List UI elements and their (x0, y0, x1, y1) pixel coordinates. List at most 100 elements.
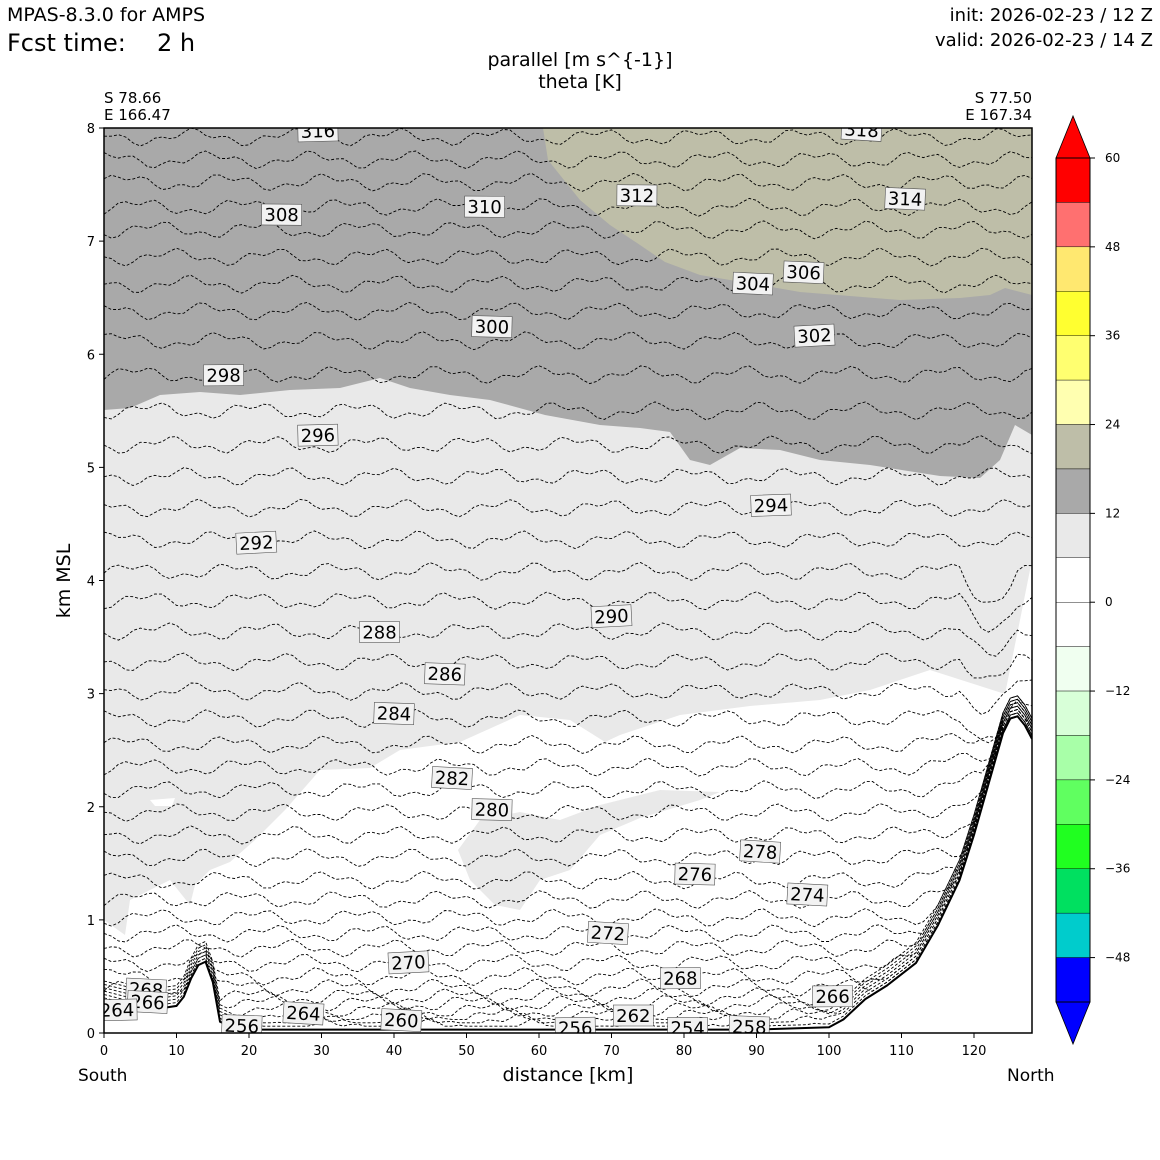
colorbar-segment (1055, 690, 1091, 736)
theta-contour-line (104, 621, 1032, 657)
contour-label-text: 280 (474, 800, 509, 822)
contour-label-text: 282 (434, 768, 469, 791)
contour-label-box (674, 862, 716, 886)
theta-contour-line (104, 467, 1032, 486)
init-time: init: 2026-02-23 / 12 Z (949, 5, 1153, 26)
chart-title-theta: theta [K] (538, 71, 622, 93)
contour-label-text: 266 (130, 992, 165, 1015)
y-tick-label: 2 (87, 801, 95, 816)
colorbar-segment (1055, 646, 1091, 692)
chart-title-wind: parallel [m s^{-1}] (487, 49, 673, 71)
contour-label-text: 272 (590, 922, 626, 945)
contour-label: 266 (126, 990, 169, 1015)
contour-label-box (612, 1004, 654, 1027)
colorbar-tick-label: 48 (1105, 240, 1120, 254)
theta-contour-line (104, 695, 1032, 1007)
theta-contour-line (104, 562, 1032, 603)
contour-label-text: 312 (620, 186, 655, 207)
contour-label-box (739, 839, 782, 864)
contour-label: 262 (612, 1004, 654, 1027)
colorbar-segment (1055, 157, 1091, 203)
terrain-profile (104, 715, 1032, 1031)
contour-label-box (359, 621, 400, 643)
contour-label-box (424, 662, 466, 686)
contour-label: 292 (235, 530, 278, 555)
contour-label-box (464, 195, 505, 218)
contour-label-text: 296 (300, 425, 335, 447)
theta-contour-line (104, 401, 1032, 421)
contour-label-text: 292 (239, 532, 274, 555)
contour-label-box (616, 184, 658, 207)
contour-label: 258 (728, 1015, 770, 1033)
contour-label-text: 306 (786, 262, 821, 284)
y-tick-label: 7 (87, 235, 95, 250)
wind-fill-6-12-lobe (458, 790, 720, 910)
colorbar-segment (1055, 602, 1091, 647)
contour-label: 288 (359, 621, 400, 644)
colorbar-segment (1055, 779, 1091, 825)
contour-label: 310 (464, 195, 505, 218)
contour-label: 272 (587, 920, 629, 946)
contour-label: 256 (554, 1016, 596, 1033)
contour-label: 280 (471, 798, 513, 822)
contour-label-text: 304 (735, 273, 770, 295)
theta-contour-line (104, 365, 1032, 385)
theta-contour-line (104, 698, 1032, 943)
colorbar-tick-label: 60 (1105, 151, 1120, 165)
theta-contour-line (104, 702, 1032, 845)
theta-contour-line (104, 702, 1032, 958)
terrain-fill (104, 716, 1032, 1033)
colorbar-extend-min (1055, 1001, 1091, 1046)
contour-label: 316 (297, 128, 339, 143)
contour-label: 296 (297, 423, 339, 447)
contour-label-text: 264 (100, 1000, 135, 1022)
contour-label: 268 (660, 967, 701, 990)
theta-contour-line (104, 591, 1032, 633)
contour-label: 260 (380, 1008, 423, 1032)
contour-label: 290 (590, 604, 633, 629)
theta-contour-line (104, 712, 1032, 777)
theta-contour-line (104, 712, 1032, 909)
x-tick-label: 60 (531, 1044, 548, 1059)
contour-label-box (812, 985, 853, 1008)
contour-label-box (297, 128, 339, 143)
x-axis-label: distance [km] (502, 1064, 634, 1086)
y-tick-label: 5 (87, 461, 95, 476)
x-tick-label: 70 (603, 1044, 620, 1059)
contour-label-box (782, 260, 825, 284)
valid-time: valid: 2026-02-23 / 14 Z (935, 30, 1153, 51)
left-end-lat: S 78.66 (104, 89, 162, 107)
x-tick-label: 80 (676, 1044, 693, 1059)
contour-label-text: 318 (844, 119, 880, 142)
colorbar-tick-label: −12 (1105, 684, 1130, 698)
contour-label-text: 266 (815, 987, 850, 1008)
contour-label-box (732, 271, 774, 296)
forecast-time-value: 2 h (157, 29, 196, 57)
contour-label-text: 278 (742, 841, 778, 864)
contour-label-box (786, 882, 829, 907)
colorbar-tick-label: 24 (1105, 418, 1120, 432)
contour-label: 302 (793, 323, 836, 348)
contour-label-box (380, 1008, 423, 1032)
contour-label: 264 (282, 1001, 325, 1026)
contour-label: 314 (884, 187, 926, 211)
theta-contour-line (104, 698, 1032, 1013)
colorbar-segment (1055, 735, 1091, 781)
colorbar-tick-label: 0 (1105, 595, 1113, 609)
theta-contour-line (104, 435, 1032, 455)
x-tick-label: 30 (313, 1044, 330, 1059)
contour-label-text: 270 (391, 952, 426, 975)
contour-label-text: 268 (663, 969, 698, 990)
contour-label: 298 (203, 364, 244, 387)
contour-label-text: 286 (427, 664, 462, 686)
theta-contour-line (104, 705, 1032, 867)
contour-label: 286 (424, 662, 466, 686)
theta-contour-labels: 316 318 312 314 308 310 306 304 302 300 298 296 294 2… (100, 119, 926, 1033)
colorbar-tick-label: −48 (1105, 951, 1130, 965)
contour-label-text: 274 (790, 884, 825, 907)
contour-label-box (203, 364, 244, 387)
plot-area: 316 318 312 314 308 310 306 304 302 300 298 296 294 2… (100, 119, 1032, 1033)
contour-label-box (590, 604, 633, 629)
colorbar-tick-label: 12 (1105, 506, 1120, 520)
x-tick-label: 90 (748, 1044, 765, 1059)
